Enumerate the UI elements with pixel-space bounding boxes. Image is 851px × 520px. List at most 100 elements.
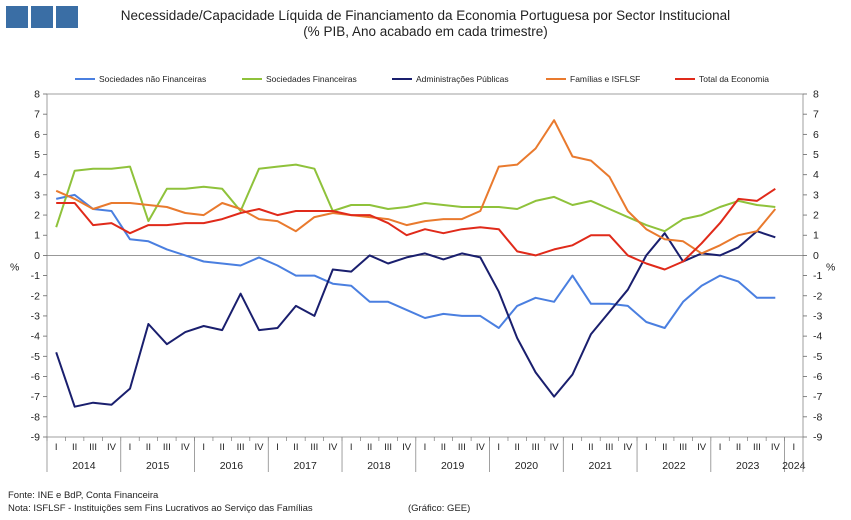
y-tick-label-right: 2 [813, 210, 819, 222]
quarter-label: II [515, 442, 520, 453]
quarter-label: IV [255, 442, 265, 453]
source-note: Fonte: INE e BdP, Conta Financeira [8, 490, 159, 501]
y-tick-label-left: -7 [31, 391, 40, 403]
legend-label: Sociedades Financeiras [266, 74, 357, 84]
y-tick-label-left: 7 [34, 109, 40, 121]
y-tick-label-right: 1 [813, 230, 819, 242]
year-label: 2021 [588, 460, 612, 472]
series-line-sociedades-financeiras [55, 163, 776, 233]
quarter-label: II [662, 442, 667, 453]
quarter-label: IV [771, 442, 781, 453]
y-tick-label-left: -3 [31, 310, 40, 322]
quarter-label: II [72, 442, 77, 453]
quarter-label: II [220, 442, 225, 453]
y-tick-label-right: 0 [813, 250, 819, 262]
quarter-label: II [736, 442, 741, 453]
quarter-label: IV [107, 442, 117, 453]
quarter-label: IV [623, 442, 633, 453]
y-tick-label-right: -1 [813, 270, 822, 282]
year-label: 2018 [367, 460, 391, 472]
logo-square [6, 6, 28, 28]
y-tick-label-left: 0 [34, 250, 40, 262]
quarter-label: III [237, 442, 245, 453]
plot-frame [46, 93, 804, 438]
y-tick-label-left: 1 [34, 230, 40, 242]
quarter-label: I [645, 442, 648, 453]
quarter-label: III [605, 442, 613, 453]
y-tick-label-right: -9 [813, 432, 822, 444]
series-line-administra-es-p-blicas [55, 230, 776, 408]
year-label: 2017 [293, 460, 317, 472]
y-tick-label-right: 7 [813, 109, 819, 121]
y-tick-label-left: -2 [31, 290, 40, 302]
y-tick-label-left: -5 [31, 351, 40, 363]
quarter-label: I [55, 442, 58, 453]
year-label: 2024 [782, 460, 806, 472]
y-axis-unit-right: % [826, 261, 835, 273]
quarter-label: IV [402, 442, 412, 453]
quarter-label: II [367, 442, 372, 453]
y-tick-label-left: 5 [34, 149, 40, 161]
y-tick-label-left: -6 [31, 371, 40, 383]
y-tick-label-left: 3 [34, 189, 40, 201]
y-tick-label-left: 2 [34, 210, 40, 222]
y-tick-label-right: -6 [813, 371, 822, 383]
gee-logo [6, 6, 78, 28]
year-label: 2016 [220, 460, 244, 472]
series-line-sociedades-n-o-financeiras [55, 193, 776, 329]
chart-title: Necessidade/Capacidade Líquida de Financ… [120, 8, 731, 23]
y-tick-label-right: -3 [813, 310, 822, 322]
year-label: 2020 [515, 460, 539, 472]
quarter-label: IV [181, 442, 191, 453]
year-label: 2015 [146, 460, 170, 472]
quarter-label: III [163, 442, 171, 453]
y-tick-label-left: 6 [34, 129, 40, 141]
y-tick-label-right: 3 [813, 189, 819, 201]
quarter-label: III [384, 442, 392, 453]
logo-square [31, 6, 53, 28]
footnote: Nota: ISFLSF - Instituições sem Fins Luc… [8, 503, 313, 514]
chart-credit: (Gráfico: GEE) [408, 503, 471, 514]
quarter-label: I [571, 442, 574, 453]
quarter-label: I [497, 442, 500, 453]
quarter-label: IV [550, 442, 560, 453]
quarter-label: I [276, 442, 279, 453]
y-tick-label-right: -7 [813, 391, 822, 403]
legend-label: Total da Economia [699, 74, 769, 84]
y-tick-label-right: -4 [813, 331, 822, 343]
quarter-label: III [532, 442, 540, 453]
quarter-label: III [310, 442, 318, 453]
chart-title-block: Necessidade/Capacidade Líquida de Financ… [0, 8, 851, 40]
legend-label: Administrações Públicas [416, 74, 509, 84]
legend-label: Famílias e ISFLSF [570, 74, 640, 84]
quarter-label: I [792, 442, 795, 453]
quarter-label: III [753, 442, 761, 453]
quarter-label: III [89, 442, 97, 453]
chart-subtitle: (% PIB, Ano acabado em cada trimestre) [303, 24, 548, 39]
quarter-label: I [350, 442, 353, 453]
quarter-label: IV [328, 442, 338, 453]
y-axis-unit-left: % [10, 261, 19, 273]
y-tick-label-right: 6 [813, 129, 819, 141]
y-tick-label-right: -5 [813, 351, 822, 363]
y-tick-label-left: -1 [31, 270, 40, 282]
quarter-label: II [293, 442, 298, 453]
y-tick-label-right: 4 [813, 169, 819, 181]
year-label: 2014 [72, 460, 96, 472]
y-tick-label-right: 5 [813, 149, 819, 161]
quarter-label: I [202, 442, 205, 453]
quarter-label: III [458, 442, 466, 453]
logo-square [56, 6, 78, 28]
quarter-label: II [441, 442, 446, 453]
y-tick-label-left: 8 [34, 89, 40, 101]
year-label: 2023 [736, 460, 760, 472]
legend-label: Sociedades não Financeiras [99, 74, 206, 84]
y-tick-label-left: -4 [31, 331, 40, 343]
quarter-label: I [129, 442, 132, 453]
y-tick-label-left: 4 [34, 169, 40, 181]
year-label: 2022 [662, 460, 686, 472]
y-tick-label-right: 8 [813, 89, 819, 101]
series-line-total-da-economia [56, 187, 776, 271]
series-line-fam-lias-e-isflsf [55, 119, 777, 255]
